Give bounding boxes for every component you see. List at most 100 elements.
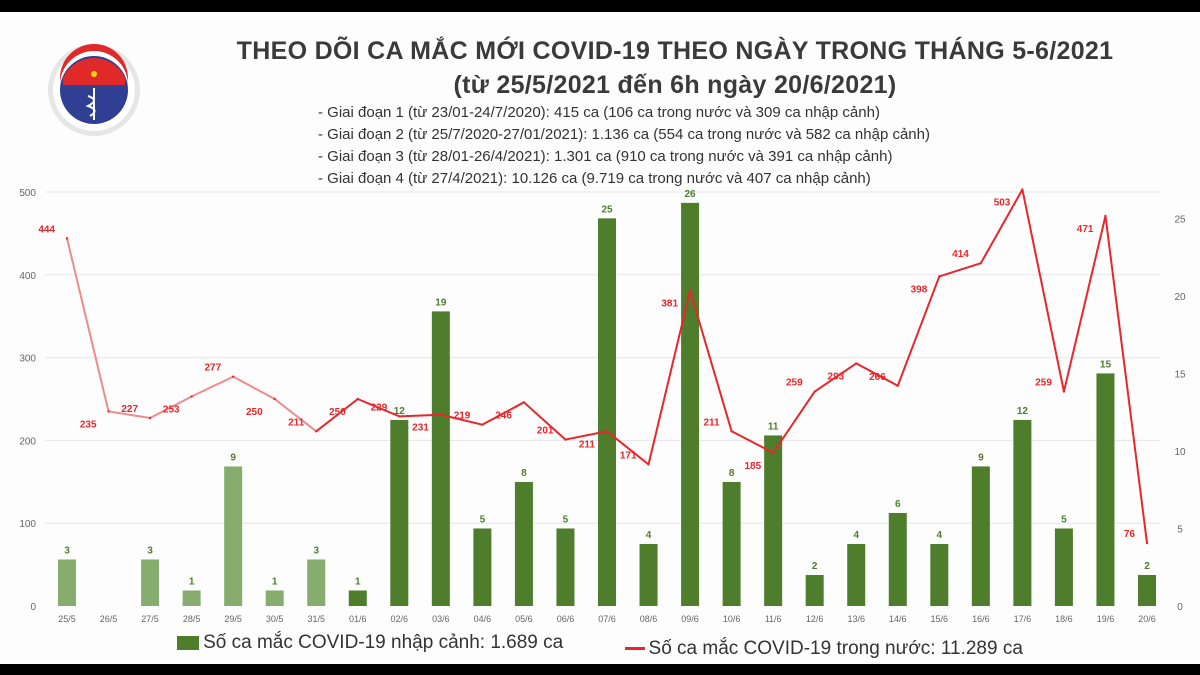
bar-data-label: 4 — [853, 530, 859, 541]
line-data-label: 76 — [1124, 529, 1136, 540]
line-data-label: 246 — [495, 410, 512, 421]
line-point — [605, 430, 609, 433]
bar-data-label: 26 — [685, 189, 697, 200]
x-tick-label: 19/6 — [1097, 614, 1115, 624]
left-axis-tick-label: 300 — [19, 354, 36, 365]
title-line-1: THEO DÕI CA MẮC MỚI COVID-19 THEO NGÀY T… — [236, 37, 1114, 65]
line-point — [190, 395, 193, 398]
line-point — [855, 362, 858, 365]
left-axis-tick-label: 0 — [30, 602, 36, 613]
line-data-label: 211 — [579, 439, 596, 450]
infographic: THEO DÕI CA MẮC MỚI COVID-19 THEO NGÀY T… — [0, 12, 1200, 664]
bar — [971, 466, 990, 606]
x-tick-label: 27/5 — [141, 614, 159, 624]
line-point — [647, 463, 650, 466]
x-tick-label: 04/6 — [474, 614, 492, 624]
bar — [1054, 528, 1073, 606]
bar-data-label: 5 — [563, 514, 569, 525]
line-data-label: 201 — [537, 426, 554, 437]
line-point — [938, 275, 941, 278]
legend-label-domestic: Số ca mắc COVID-19 trong nước: 11.289 ca — [648, 637, 1023, 659]
line-point — [315, 430, 318, 433]
line-point — [107, 410, 110, 413]
line-segment — [772, 390, 816, 454]
line-data-label: 414 — [952, 249, 969, 260]
line-point — [813, 390, 816, 393]
bar-data-label: 8 — [729, 468, 735, 479]
line-point — [1062, 390, 1066, 393]
line-point — [688, 289, 692, 292]
left-axis-tick-label: 100 — [19, 519, 36, 530]
title-line-2: (từ 25/5/2021 đến 6h ngày 20/6/2021) — [453, 71, 897, 99]
line-point — [481, 423, 484, 426]
x-tick-label: 10/6 — [723, 614, 741, 624]
right-axis-tick-label: 15 — [1174, 369, 1186, 380]
left-axis-tick-label: 200 — [19, 436, 36, 447]
line-data-label: 253 — [163, 405, 180, 416]
line-data-label: 229 — [371, 402, 388, 413]
line-point — [398, 415, 401, 418]
legend-label-imported: Số ca mắc COVID-19 nhập cảnh: 1.689 ca — [203, 632, 564, 653]
bar-data-label: 1 — [355, 576, 361, 587]
bar — [348, 590, 367, 606]
line-data-label: 277 — [204, 363, 221, 374]
line-point — [148, 416, 152, 420]
line-point — [1145, 541, 1149, 545]
line-point — [1021, 188, 1024, 191]
line-segment — [855, 362, 899, 387]
bar-data-label: 2 — [1144, 561, 1150, 572]
line-segment — [606, 430, 650, 466]
line-segment — [357, 398, 400, 418]
line-data-label: 471 — [1077, 224, 1094, 235]
bar — [1138, 574, 1156, 606]
line-data-label: 250 — [329, 407, 346, 418]
bar — [431, 311, 450, 606]
line-segment — [108, 410, 151, 420]
bar-data-label: 3 — [64, 545, 70, 556]
x-tick-label: 11/6 — [765, 614, 782, 624]
x-tick-label: 17/6 — [1014, 614, 1032, 624]
bar — [930, 543, 949, 606]
bar — [182, 590, 201, 606]
x-tick-label: 15/6 — [931, 614, 949, 624]
legend-swatch-bar — [177, 636, 200, 650]
line-data-label: 185 — [744, 461, 761, 472]
bar-data-label: 5 — [1061, 514, 1067, 525]
line-segment — [232, 375, 276, 400]
line-data-label: 444 — [38, 224, 55, 235]
bar-data-label: 11 — [768, 421, 779, 432]
line-data-label: 398 — [911, 284, 928, 295]
bar — [224, 466, 243, 606]
line-data-label: 266 — [869, 372, 886, 383]
line-segment — [814, 362, 857, 393]
x-tick-label: 18/6 — [1055, 614, 1073, 624]
bar — [514, 481, 533, 606]
legend-swatch-line — [624, 647, 645, 650]
bar-data-label: 5 — [480, 514, 486, 525]
bar — [598, 218, 616, 606]
right-axis-tick-label: 0 — [1177, 602, 1183, 613]
bar-data-label: 9 — [230, 452, 236, 463]
line-segment — [481, 401, 525, 426]
x-tick-label: 30/5 — [266, 614, 284, 624]
line-segment — [1021, 189, 1065, 392]
x-tick-label: 13/6 — [847, 614, 865, 624]
bar — [58, 559, 76, 606]
line-data-label: 219 — [454, 411, 471, 422]
x-tick-label: 16/6 — [972, 614, 990, 624]
line-segment — [979, 189, 1024, 264]
bar — [390, 419, 409, 606]
bar-data-label: 3 — [147, 545, 153, 556]
x-tick-label: 26/5 — [100, 614, 118, 624]
bar-data-label: 12 — [1017, 406, 1029, 417]
x-tick-label: 07/6 — [598, 614, 616, 624]
right-axis-tick-label: 20 — [1174, 292, 1186, 303]
legend-item-domestic: Số ca mắc COVID-19 trong nước: 11.289 ca — [624, 637, 1023, 660]
line-segment — [896, 276, 941, 387]
left-axis-tick-label: 500 — [19, 188, 36, 199]
line-data-label: 259 — [1035, 378, 1052, 389]
line-segment — [523, 401, 567, 441]
phase-3: - Giai đoạn 3 (từ 28/01-26/4/2021): 1.30… — [318, 148, 893, 165]
line-point — [896, 384, 899, 387]
